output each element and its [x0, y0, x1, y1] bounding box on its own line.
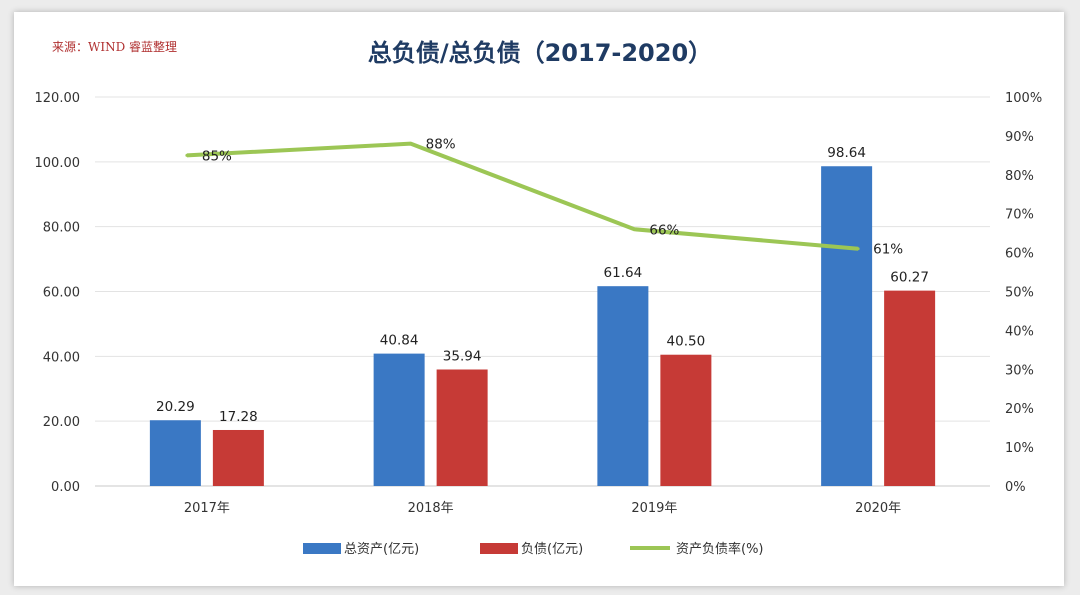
- bar-data-label: 35.94: [443, 348, 482, 364]
- legend-label: 资产负债率(%): [676, 541, 764, 557]
- bar-data-label: 40.50: [667, 334, 706, 350]
- bar-data-label: 98.64: [827, 145, 866, 161]
- y-tick-label-left: 100.00: [35, 156, 81, 171]
- bar-data-label: 20.29: [156, 399, 195, 415]
- y-tick-label-left: 60.00: [43, 286, 80, 301]
- y-tick-label-right: 40%: [1005, 324, 1034, 339]
- ratio-data-label: 85%: [202, 148, 232, 164]
- y-tick-label-right: 50%: [1005, 286, 1034, 301]
- ratio-line: [186, 141, 859, 251]
- y-tick-label-right: 30%: [1005, 363, 1034, 378]
- bar-total-assets: [373, 353, 425, 486]
- y-tick-label-left: 40.00: [43, 350, 80, 365]
- ratio-point: [409, 142, 413, 146]
- bar-data-label: 17.28: [219, 409, 258, 425]
- source-note: 来源：WIND 睿蓝整理: [52, 40, 178, 54]
- x-tick-label: 2020年: [855, 501, 901, 516]
- bar-total-assets: [821, 166, 873, 486]
- ratio-data-label: 66%: [649, 222, 679, 238]
- y-tick-label-right: 0%: [1005, 480, 1026, 495]
- y-tick-label-right: 90%: [1005, 130, 1034, 145]
- x-tick-label: 2017年: [184, 501, 230, 516]
- legend-swatch: [303, 543, 341, 554]
- y-tick-label-left: 80.00: [43, 221, 80, 236]
- ratio-point: [632, 227, 636, 231]
- y-tick-label-right: 80%: [1005, 169, 1034, 184]
- y-tick-label-right: 70%: [1005, 208, 1034, 223]
- bar-liabilities: [660, 354, 712, 486]
- ratio-data-label: 88%: [426, 137, 456, 153]
- chart-title: 总负债/总负债（2017-2020）: [367, 39, 713, 67]
- x-tick-label: 2019年: [631, 501, 677, 516]
- y-tick-label-right: 100%: [1005, 91, 1042, 106]
- y-tick-label-right: 60%: [1005, 247, 1034, 262]
- legend-swatch: [480, 543, 518, 554]
- y-tick-label-left: 120.00: [35, 91, 81, 106]
- legend-label: 总资产(亿元): [344, 542, 419, 557]
- y-tick-label-right: 10%: [1005, 441, 1034, 456]
- ratio-point: [856, 247, 860, 251]
- ratio-point: [185, 153, 189, 157]
- y-tick-label-left: 0.00: [51, 480, 80, 495]
- bar-liabilities: [212, 429, 264, 486]
- ratio-data-label: 61%: [873, 242, 903, 258]
- y-tick-label-left: 20.00: [43, 415, 80, 430]
- legend-label: 负债(亿元): [521, 542, 583, 557]
- bar-data-label: 40.84: [380, 333, 419, 349]
- x-tick-label: 2018年: [408, 501, 454, 516]
- bar-data-label: 60.27: [890, 270, 929, 286]
- bar-liabilities: [884, 290, 936, 486]
- bar-data-label: 61.64: [604, 265, 643, 281]
- bar-liabilities: [436, 369, 488, 486]
- bar-total-assets: [149, 420, 201, 486]
- y-tick-label-right: 20%: [1005, 402, 1034, 417]
- bar-total-assets: [597, 286, 649, 486]
